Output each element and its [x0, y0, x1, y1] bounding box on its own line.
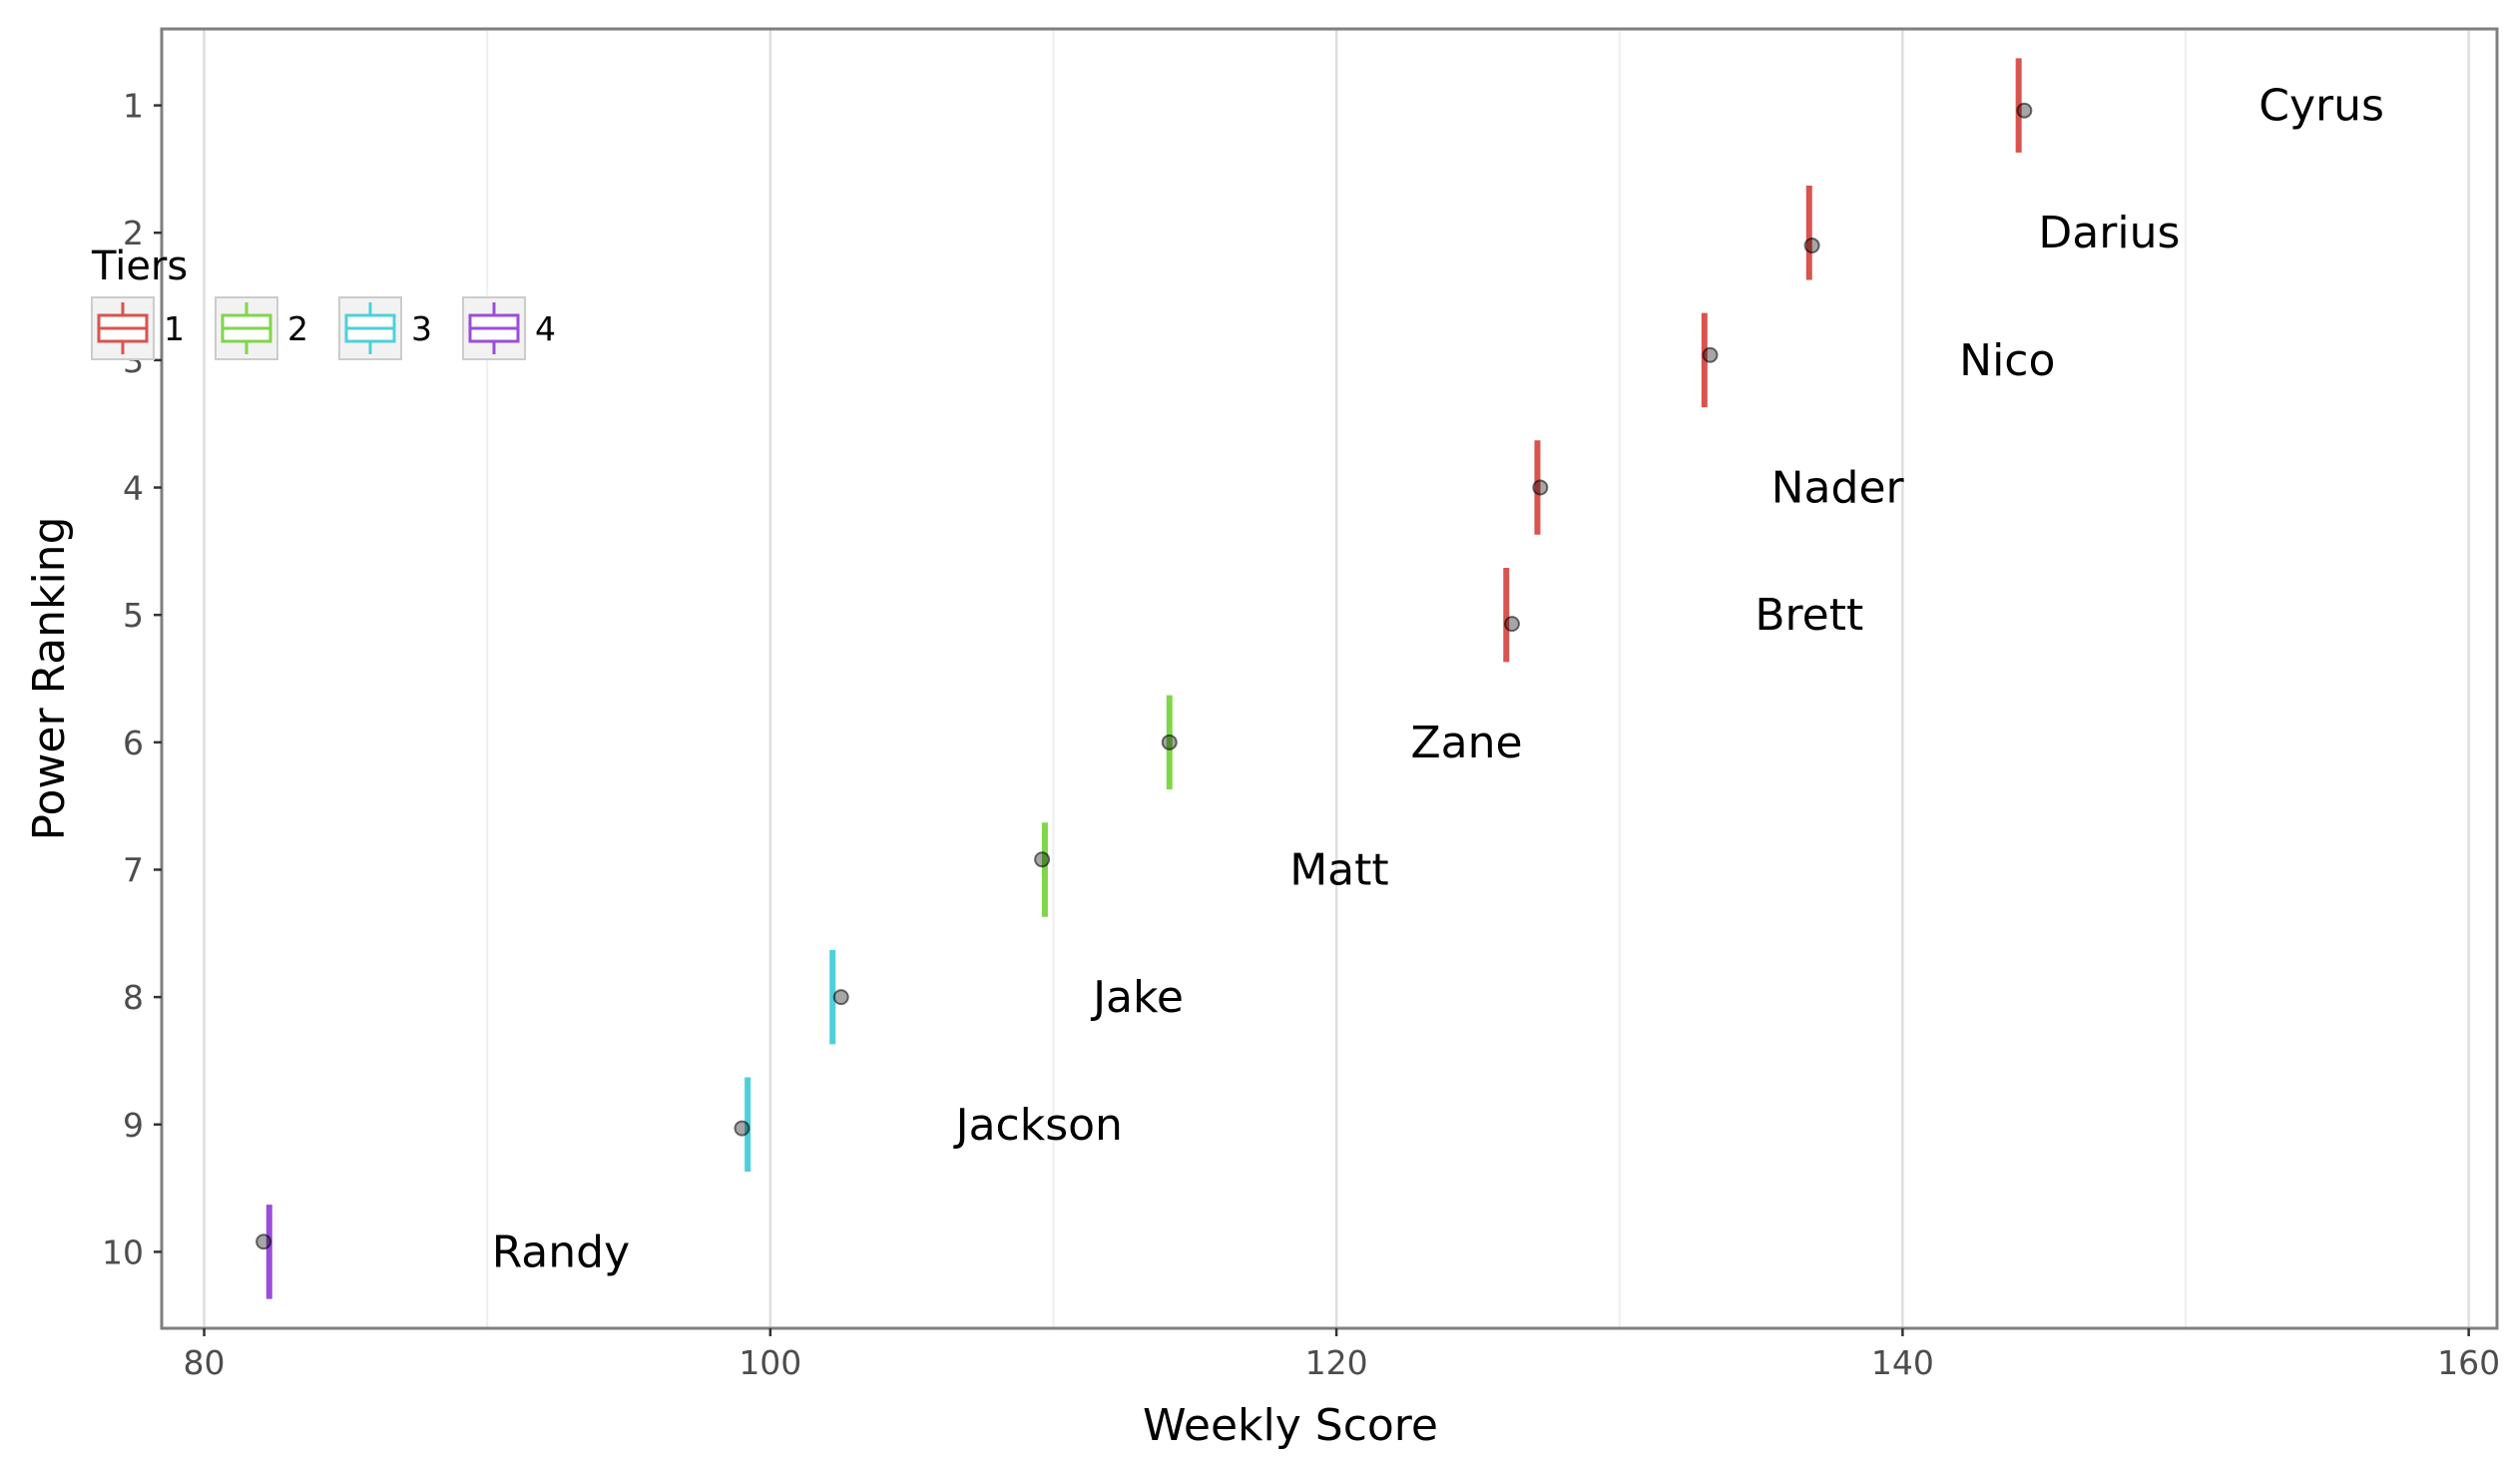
legend-key-3	[338, 296, 402, 360]
score-point-jackson	[734, 1120, 751, 1137]
label-jackson: Jackson	[953, 1100, 1123, 1151]
label-darius: Darius	[2038, 208, 2180, 258]
score-points	[255, 102, 2033, 1250]
score-point-nader	[1532, 479, 1549, 496]
y-tick-label: 9	[123, 1106, 144, 1145]
grid-minor	[486, 29, 2187, 1328]
x-tick-label: 120	[1305, 1343, 1368, 1382]
label-brett: Brett	[1755, 590, 1863, 641]
score-point-randy	[255, 1233, 272, 1250]
score-point-brett	[1503, 616, 1520, 633]
x-tick-label: 160	[2437, 1343, 2500, 1382]
legend-key-1	[91, 296, 155, 360]
x-tick-label: 100	[739, 1343, 801, 1382]
legend-key-4	[462, 296, 526, 360]
score-point-cyrus	[2016, 102, 2033, 119]
plot-border	[160, 27, 2499, 1330]
player-labels: Cyrus Darius Nico Nader Brett Zane Matt Jake Jac…	[492, 81, 2384, 1278]
label-zane: Zane	[1411, 718, 1523, 768]
label-jake: Jake	[1090, 972, 1184, 1023]
legend-key-2	[215, 296, 278, 360]
y-tick-label: 8	[123, 978, 144, 1017]
legend-label-4: 4	[535, 309, 556, 348]
label-matt: Matt	[1289, 844, 1388, 895]
y-tick-label: 6	[123, 724, 144, 762]
label-nico: Nico	[1959, 335, 2055, 386]
legend-label-1: 1	[164, 309, 185, 348]
legend: Tiers 1 2 3 4	[91, 244, 556, 360]
y-tick-label: 7	[123, 850, 144, 889]
label-nader: Nader	[1771, 463, 1905, 514]
plot-panel	[162, 29, 2497, 1328]
score-point-zane	[1161, 734, 1178, 750]
x-tick-label: 80	[184, 1343, 226, 1382]
legend-label-3: 3	[411, 309, 432, 348]
label-randy: Randy	[492, 1226, 630, 1277]
y-tick-label: 5	[123, 596, 144, 635]
score-point-matt	[1034, 851, 1051, 868]
legend-label-2: 2	[287, 309, 308, 348]
score-point-darius	[1803, 238, 1820, 253]
x-axis-title: Weekly Score	[1143, 1400, 1438, 1451]
score-point-nico	[1702, 346, 1719, 363]
y-tick-label: 2	[123, 214, 144, 252]
legend-title: Tiers	[91, 244, 188, 289]
y-tick-label: 4	[123, 469, 144, 508]
x-axis-ticks: 80 100 120 140 160	[184, 1328, 2500, 1382]
score-point-jake	[832, 989, 849, 1006]
grid-major	[203, 29, 2470, 1328]
label-cyrus: Cyrus	[2259, 81, 2384, 132]
y-tick-label: 1	[123, 87, 144, 126]
x-tick-label: 140	[1871, 1343, 1934, 1382]
y-tick-label: 10	[102, 1232, 144, 1271]
y-axis-title: Power Ranking	[24, 517, 75, 841]
